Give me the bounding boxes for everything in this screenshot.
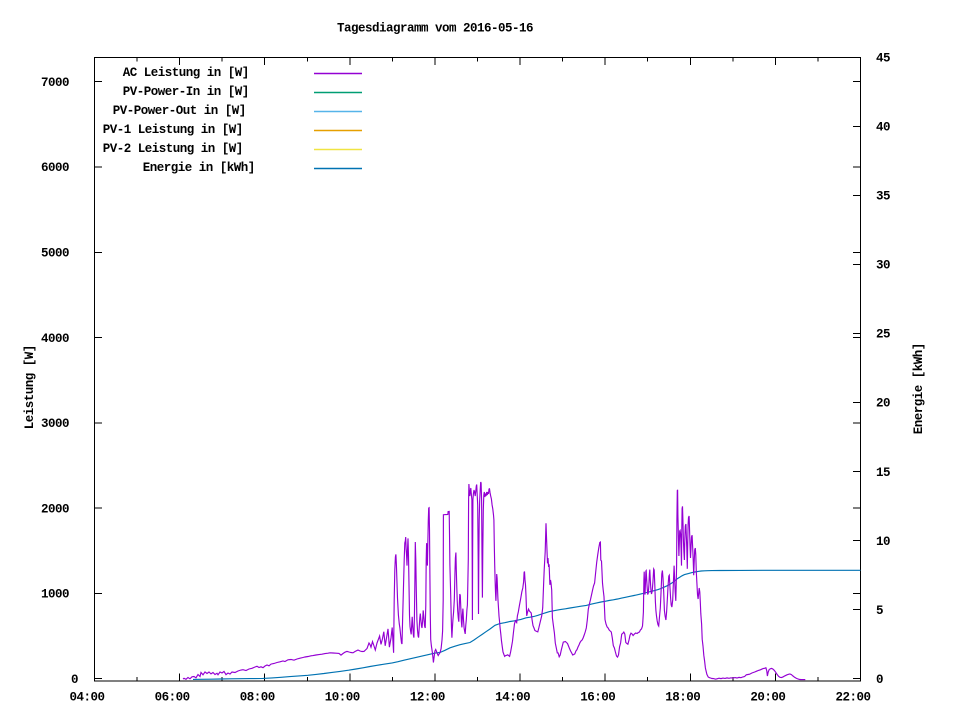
svg-text:18:00: 18:00 [665,691,700,705]
svg-text:PV-1 Leistung in [W]: PV-1 Leistung in [W] [103,123,243,137]
svg-text:2000: 2000 [41,502,69,516]
svg-text:5: 5 [876,604,883,618]
svg-text:06:00: 06:00 [155,691,190,705]
svg-text:PV-Power-In in [W]: PV-Power-In in [W] [123,85,249,99]
svg-text:25: 25 [876,328,890,342]
svg-text:22:00: 22:00 [836,691,871,705]
svg-text:20:00: 20:00 [750,691,785,705]
svg-text:35: 35 [876,190,890,204]
svg-text:10:00: 10:00 [325,691,360,705]
svg-text:12:00: 12:00 [410,691,445,705]
svg-text:45: 45 [876,52,890,66]
svg-text:4000: 4000 [41,332,69,346]
svg-text:Tagesdiagramm vom 2016-05-16: Tagesdiagramm vom 2016-05-16 [337,22,533,36]
svg-text:AC Leistung in [W]: AC Leistung in [W] [123,66,249,80]
svg-text:16:00: 16:00 [580,691,615,705]
svg-text:10: 10 [876,535,890,549]
svg-text:08:00: 08:00 [240,691,275,705]
svg-text:PV-Power-Out in [W]: PV-Power-Out in [W] [113,104,246,118]
svg-text:PV-2 Leistung in [W]: PV-2 Leistung in [W] [103,142,243,156]
svg-text:20: 20 [876,397,890,411]
svg-text:15: 15 [876,466,890,480]
svg-text:3000: 3000 [41,417,69,431]
svg-text:30: 30 [876,259,890,273]
svg-text:7000: 7000 [41,76,69,90]
svg-text:5000: 5000 [41,247,69,261]
svg-text:6000: 6000 [41,161,69,175]
svg-text:40: 40 [876,121,890,135]
svg-text:04:00: 04:00 [70,691,105,705]
svg-text:0: 0 [876,673,883,687]
svg-text:1000: 1000 [41,588,69,602]
svg-text:0: 0 [71,673,78,687]
svg-text:14:00: 14:00 [495,691,530,705]
svg-text:Energie in [kWh]: Energie in [kWh] [143,161,255,175]
svg-text:Leistung [W]: Leistung [W] [23,345,37,429]
svg-text:Energie [kWh]: Energie [kWh] [912,343,926,434]
